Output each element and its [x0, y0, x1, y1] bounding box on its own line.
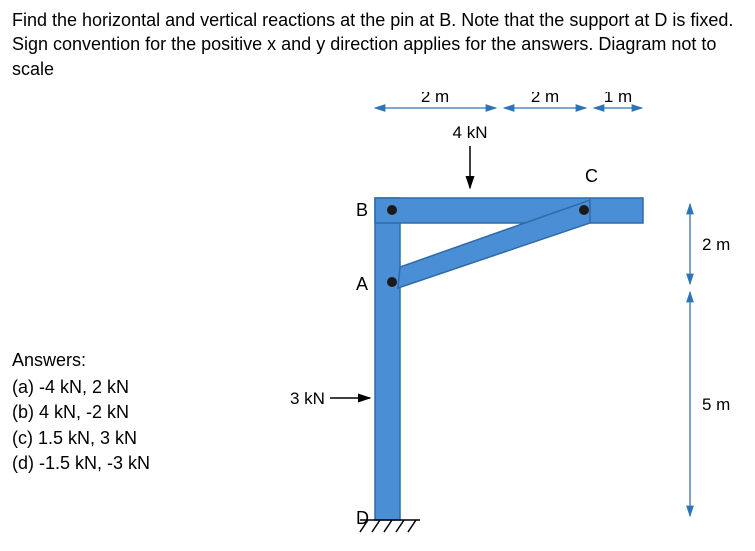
load-3kn: 3 kN [290, 389, 370, 408]
label-a: A [356, 274, 368, 294]
diagram: 2 m 2 m 1 m 4 kN C B A D 3 kN [260, 92, 740, 542]
answers-block: Answers: (a) -4 kN, 2 kN (b) 4 kN, -2 kN… [12, 348, 150, 476]
dim-top1: 2 m [421, 92, 449, 106]
svg-text:3 kN: 3 kN [290, 389, 325, 408]
answer-a: (a) -4 kN, 2 kN [12, 375, 150, 400]
dim-top2: 2 m [531, 92, 559, 106]
label-c: C [585, 166, 598, 186]
question-text: Find the horizontal and vertical reactio… [12, 8, 743, 81]
label-d: D [356, 508, 369, 528]
pin-b-dot [387, 205, 397, 215]
dim-right-upper: 2 m [702, 235, 730, 254]
dim-top3: 1 m [604, 92, 632, 106]
answers-title: Answers: [12, 348, 150, 373]
dim-top-group: 2 m 2 m 1 m [375, 92, 642, 108]
dim-right-group: 2 m 5 m [690, 204, 730, 516]
fixed-support [360, 520, 420, 532]
load-4kn: 4 kN [453, 123, 488, 188]
label-b: B [356, 200, 368, 220]
answer-c: (c) 1.5 kN, 3 kN [12, 426, 150, 451]
dim-right-lower: 5 m [702, 395, 730, 414]
pin-a-dot [387, 277, 397, 287]
svg-text:4 kN: 4 kN [453, 123, 488, 142]
answers-list: (a) -4 kN, 2 kN (b) 4 kN, -2 kN (c) 1.5 … [12, 375, 150, 476]
answer-d: (d) -1.5 kN, -3 kN [12, 451, 150, 476]
beams [375, 198, 643, 520]
pin-c-dot [579, 205, 589, 215]
answer-b: (b) 4 kN, -2 kN [12, 400, 150, 425]
